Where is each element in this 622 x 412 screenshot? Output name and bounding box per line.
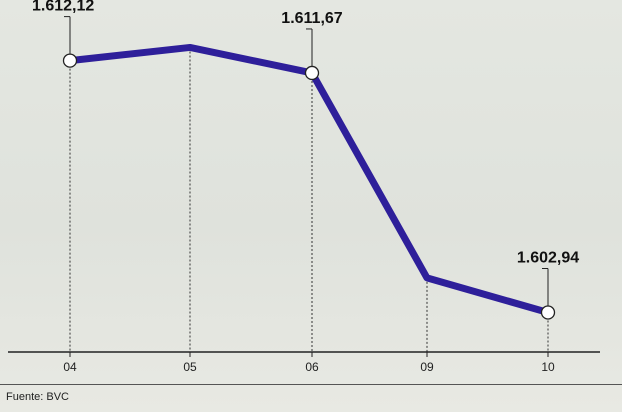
x-tick-label-04: 04 [63, 360, 77, 374]
marker-10 [540, 305, 556, 320]
marker-06 [304, 65, 320, 81]
source-note: Fuente: BVC [6, 391, 69, 403]
x-tick-label-05: 05 [183, 360, 197, 374]
data-label-06: 1.611,67 [281, 10, 343, 27]
series-line [66, 43, 552, 316]
line-chart: 04 05 06 09 10 1.612,12 1.611,67 1.602,94 [8, 0, 600, 374]
bottom-rule [0, 384, 622, 385]
marker-04 [62, 53, 78, 68]
x-tick-label-09: 09 [420, 360, 434, 374]
x-tick-label-06: 06 [305, 360, 319, 374]
data-label-04: 1.612,12 [32, 0, 94, 15]
data-label-10: 1.602,94 [517, 249, 579, 266]
x-tick-label-10: 10 [541, 360, 555, 374]
